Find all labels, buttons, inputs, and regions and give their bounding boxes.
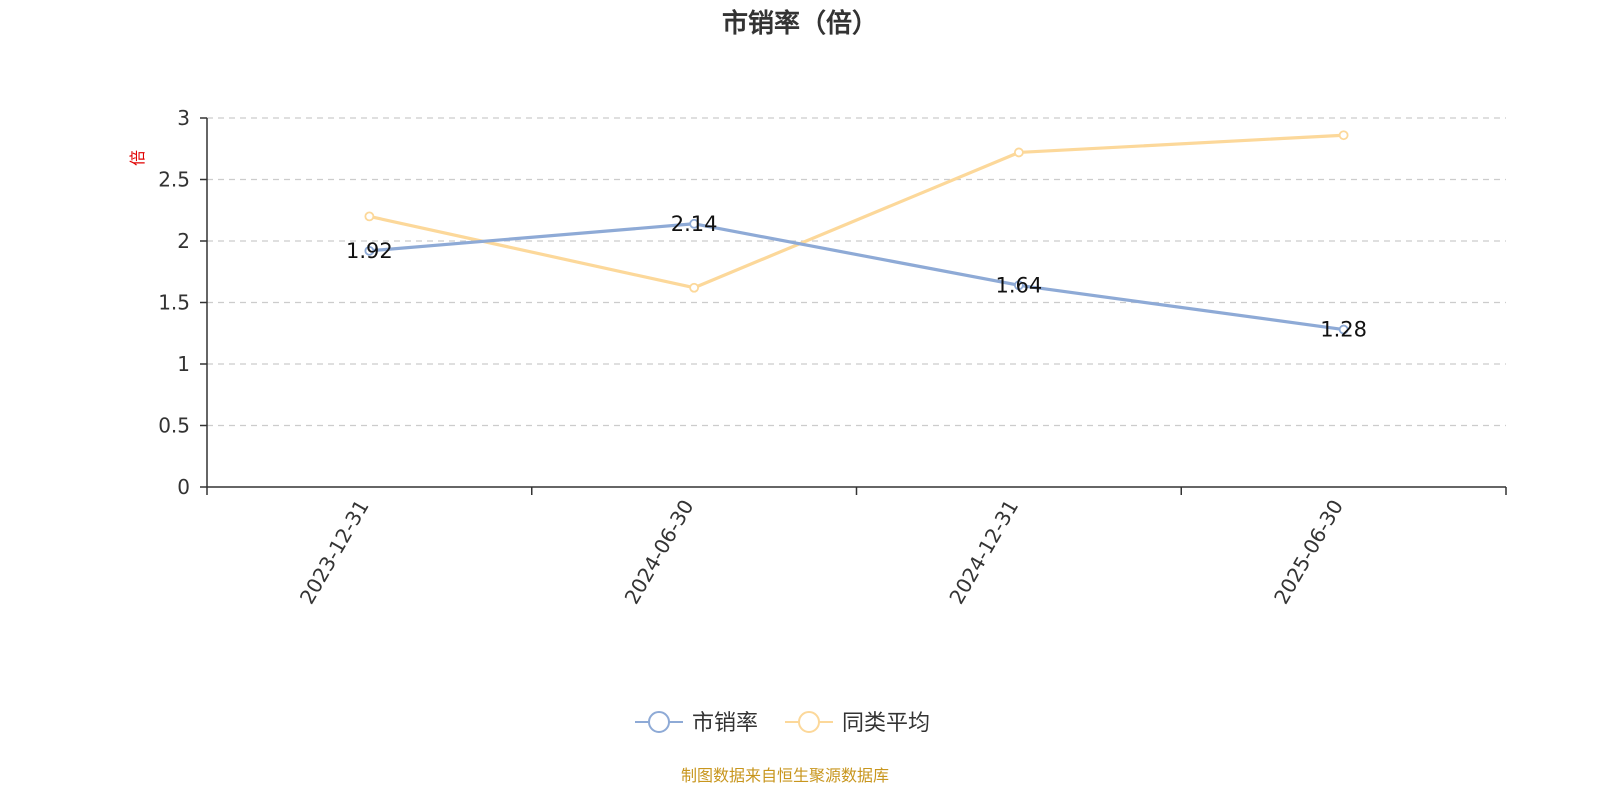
legend-item-1[interactable]: 同类平均 — [785, 711, 930, 736]
legend-marker — [798, 711, 820, 733]
x-tick-label: 2023-12-31 — [295, 496, 374, 609]
y-tick-label: 0 — [177, 475, 190, 499]
data-labels: 1.92 2.14 1.64 1.28 — [346, 212, 1367, 342]
series-0-point[interactable] — [1013, 280, 1024, 291]
data-label: 1.28 — [1320, 318, 1367, 342]
series-line-1 — [369, 133, 1344, 290]
data-label: 1.64 — [995, 273, 1042, 297]
y-axis-unit: 倍 — [128, 150, 147, 166]
series-1-point[interactable] — [1338, 130, 1349, 141]
legend-marker — [648, 711, 670, 733]
source-note: 制图数据来自恒生聚源数据库 — [681, 766, 889, 785]
y-tick-label: 3 — [177, 106, 190, 130]
x-tick-label: 2025-06-30 — [1269, 496, 1348, 609]
axes: 0 0.5 1 1.5 2 2.5 3 2023-12-31 2024-06-30 2024-12… — [158, 106, 1507, 609]
legend[interactable]: 市销率 同类平均 — [635, 711, 930, 736]
series-1-point[interactable] — [689, 282, 700, 293]
y-tick-label: 2.5 — [158, 168, 190, 192]
y-tick-label: 2 — [177, 229, 190, 253]
legend-item-0[interactable]: 市销率 — [635, 711, 758, 736]
series-0-point[interactable] — [689, 218, 700, 229]
series — [364, 130, 1349, 335]
x-tick-label: 2024-06-30 — [620, 496, 699, 609]
x-tick-label: 2024-12-31 — [944, 496, 1023, 609]
series-0-point[interactable] — [1338, 324, 1349, 335]
series-1-point[interactable] — [364, 211, 375, 222]
data-label: 2.14 — [671, 212, 718, 236]
legend-label: 同类平均 — [842, 711, 930, 736]
series-1-point[interactable] — [1013, 147, 1024, 158]
gridlines — [207, 117, 1506, 427]
legend-label: 市销率 — [692, 711, 758, 736]
y-tick-label: 1 — [177, 352, 190, 376]
series-0-point[interactable] — [364, 245, 375, 256]
series-line-0 — [369, 222, 1344, 332]
data-label: 1.92 — [346, 239, 393, 263]
y-tick-label: 0.5 — [158, 414, 190, 438]
chart-title: 市销率（倍） — [722, 8, 878, 39]
y-tick-label: 1.5 — [158, 291, 190, 315]
